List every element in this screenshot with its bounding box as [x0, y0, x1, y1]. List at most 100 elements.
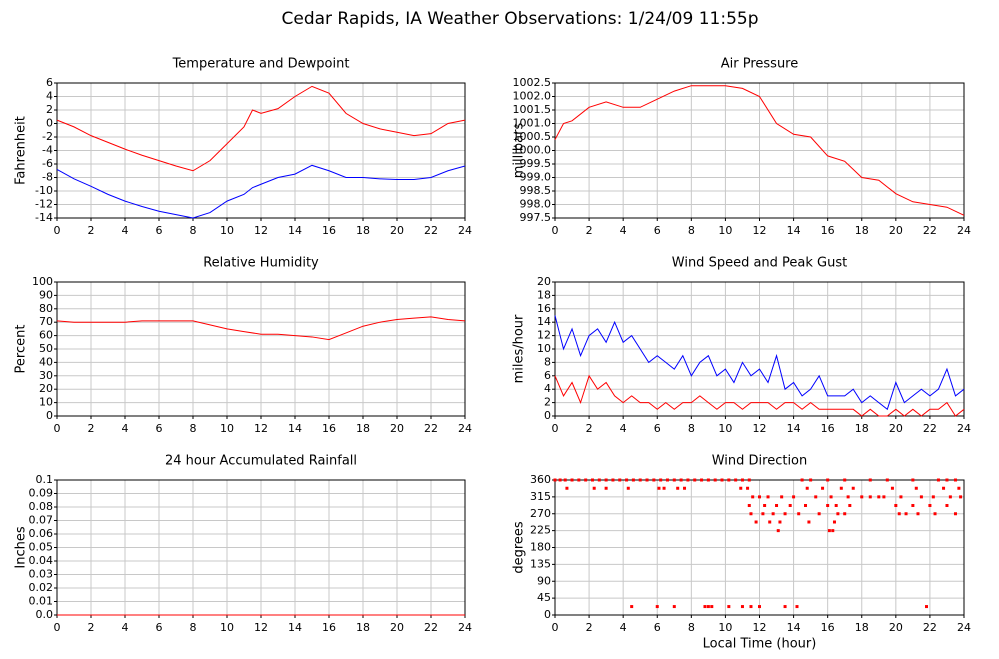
x-tick-label: 8 [688, 224, 695, 237]
y-axis-label: miles/hour [512, 314, 527, 383]
x-tick-label: 0 [54, 422, 61, 435]
data-point [570, 478, 574, 482]
y-tick-label: 270 [530, 507, 551, 520]
x-tick-label: 14 [787, 224, 801, 237]
x-tick-label: 24 [957, 621, 971, 634]
x-tick-label: 24 [957, 224, 971, 237]
x-tick-label: 20 [889, 224, 903, 237]
y-tick-label: 16 [537, 302, 551, 315]
y-tick-label: 18 [537, 288, 551, 301]
y-tick-label: 1002.0 [513, 90, 552, 103]
y-tick-label: 0.07 [29, 514, 54, 527]
x-tick-label: 18 [855, 422, 869, 435]
x-tick-label: 16 [322, 621, 336, 634]
x-tick-label: 12 [753, 224, 767, 237]
data-point [739, 486, 743, 490]
y-tick-label: 40 [39, 355, 53, 368]
x-tick-label: 6 [156, 224, 163, 237]
data-point [751, 495, 755, 499]
data-point [766, 495, 770, 499]
data-point [911, 478, 915, 482]
data-point [836, 512, 840, 516]
x-tick-label: 22 [424, 224, 438, 237]
panel-title: Air Pressure [721, 57, 799, 72]
y-tick-label: 225 [530, 524, 551, 537]
data-point [827, 529, 831, 533]
data-point [800, 478, 804, 482]
x-tick-label: 4 [122, 621, 129, 634]
data-point [839, 486, 843, 490]
data-point [925, 605, 929, 609]
x-tick-label: 4 [620, 422, 627, 435]
data-point [713, 478, 717, 482]
x-tick-label: 16 [322, 422, 336, 435]
x-tick-label: 14 [288, 422, 302, 435]
data-point [706, 478, 710, 482]
data-point [916, 512, 920, 516]
x-tick-label: 12 [254, 621, 268, 634]
data-point [618, 478, 622, 482]
y-tick-label: 998.0 [520, 198, 552, 211]
data-point [758, 605, 761, 609]
x-tick-label: 0 [552, 224, 559, 237]
data-point [868, 495, 872, 499]
data-point [945, 478, 949, 482]
data-point [558, 478, 562, 482]
data-point [894, 504, 898, 507]
x-tick-label: 20 [889, 422, 903, 435]
data-point [936, 478, 940, 482]
data-point [831, 529, 835, 533]
y-axis-label: Percent [14, 325, 29, 374]
x-tick-label: 8 [190, 621, 197, 634]
x-tick-label: 18 [356, 422, 370, 435]
y-tick-label: -6 [42, 157, 53, 170]
y-tick-label: 0.08 [29, 500, 54, 513]
x-tick-label: 10 [718, 224, 732, 237]
data-point [805, 486, 809, 490]
data-point [953, 512, 957, 516]
x-tick-label: 6 [654, 224, 661, 237]
y-tick-label: -4 [42, 144, 53, 157]
x-tick-label: 6 [156, 422, 163, 435]
x-tick-label: 0 [552, 621, 559, 634]
data-point [754, 520, 758, 524]
y-tick-label: 80 [39, 302, 53, 315]
x-tick-label: 14 [787, 621, 801, 634]
data-point [672, 478, 676, 482]
x-tick-label: 18 [855, 224, 869, 237]
y-tick-label: -8 [42, 171, 53, 184]
x-tick-label: 16 [821, 621, 835, 634]
y-tick-label: 135 [530, 557, 551, 570]
x-tick-label: 18 [855, 621, 869, 634]
x-tick-label: 24 [458, 621, 472, 634]
x-tick-label: 12 [254, 224, 268, 237]
x-tick-label: 4 [122, 224, 129, 237]
data-point [945, 504, 949, 507]
y-tick-label: 0.09 [29, 487, 54, 500]
data-point [904, 512, 908, 516]
data-point [783, 605, 787, 609]
data-point [809, 478, 813, 482]
y-tick-label: 0.1 [36, 473, 54, 486]
data-point [563, 478, 567, 482]
x-tick-label: 20 [390, 621, 404, 634]
y-tick-label: 180 [530, 541, 551, 554]
data-point [553, 478, 557, 482]
x-tick-label: 24 [458, 224, 472, 237]
data-point [797, 512, 801, 516]
y-tick-label: 0.04 [29, 554, 54, 567]
y-tick-label: -10 [35, 184, 53, 197]
data-point [953, 478, 957, 482]
data-point [817, 512, 821, 516]
data-point [740, 478, 744, 482]
data-point [942, 486, 946, 490]
data-point [957, 486, 961, 490]
y-tick-label: 0.03 [29, 568, 54, 581]
x-tick-label: 2 [586, 224, 593, 237]
data-point [882, 495, 886, 499]
x-tick-label: 12 [254, 422, 268, 435]
data-point [778, 520, 782, 524]
data-point [846, 495, 850, 499]
y-tick-label: 30 [39, 369, 53, 382]
